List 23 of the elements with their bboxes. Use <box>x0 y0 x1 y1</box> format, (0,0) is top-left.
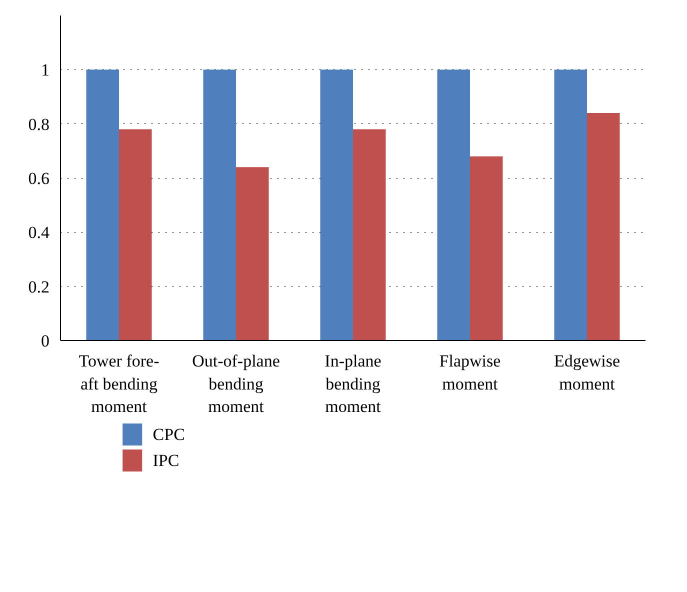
legend-label: IPC <box>152 451 180 470</box>
y-tick-label: 0.4 <box>28 223 50 242</box>
bar <box>119 129 152 340</box>
x-tick-label: In-plane bending moment <box>324 352 382 416</box>
bar <box>320 70 353 340</box>
legend-label: CPC <box>152 425 185 444</box>
y-tick-label: 0.6 <box>28 169 50 188</box>
bar <box>587 113 620 340</box>
bar <box>236 167 269 340</box>
bar <box>203 70 236 340</box>
x-tick-label: Edgewise moment <box>554 352 620 394</box>
bar <box>554 70 587 340</box>
bar <box>353 129 386 340</box>
y-tick-label: 1 <box>41 60 50 80</box>
y-tick-label: 0.2 <box>28 277 50 296</box>
bar <box>86 70 119 340</box>
x-tick-label: Tower fore-aft bending moment <box>78 352 160 416</box>
y-tick-label: 0 <box>41 332 50 350</box>
x-tick-label: Out-of-plane bending moment <box>192 352 280 416</box>
x-tick-label: Flapwise moment <box>439 352 501 394</box>
y-tick-label: 0.8 <box>28 114 50 134</box>
bar <box>437 70 470 340</box>
bar <box>470 156 503 340</box>
